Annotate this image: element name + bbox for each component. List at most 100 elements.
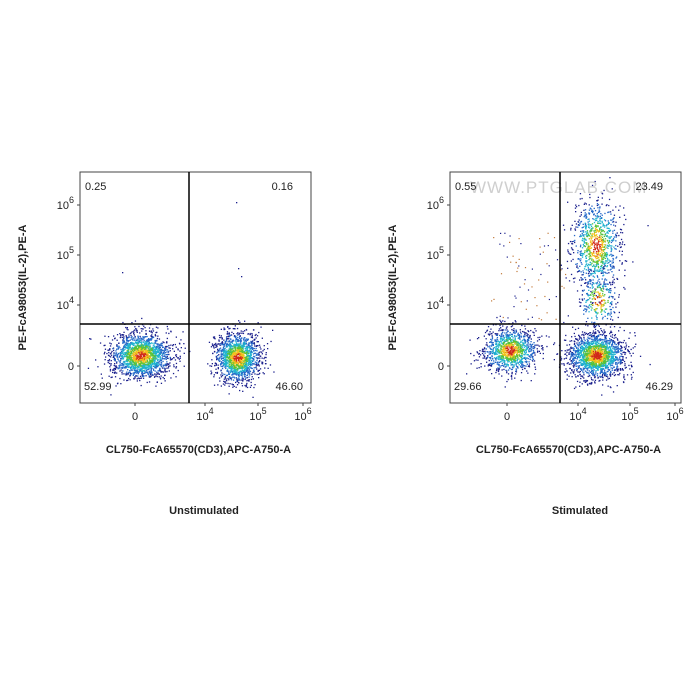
event-dot <box>142 353 144 355</box>
event-dot <box>166 341 168 343</box>
event-dot <box>145 375 147 377</box>
event-dot <box>124 346 126 348</box>
event-dot <box>125 366 127 368</box>
event-dot <box>247 333 249 335</box>
event-dot <box>134 357 137 359</box>
event-dot <box>501 329 504 332</box>
event-dot <box>514 357 516 359</box>
event-dot <box>244 363 247 365</box>
event-dot <box>245 384 248 386</box>
event-dot <box>237 372 239 374</box>
event-dot <box>228 360 230 362</box>
event-dot <box>224 366 226 368</box>
event-dot <box>169 356 171 359</box>
event-dot <box>151 371 153 373</box>
event-dot <box>253 363 255 365</box>
event-dot <box>539 352 541 354</box>
event-dot <box>143 362 145 364</box>
event-dot <box>249 362 251 364</box>
event-dot <box>533 360 536 362</box>
event-dot <box>224 358 226 360</box>
event-dot <box>136 330 138 332</box>
event-dot <box>530 349 533 351</box>
event-dot <box>172 345 174 347</box>
event-dot <box>502 338 504 340</box>
event-dot <box>228 338 230 340</box>
event-dot <box>229 361 232 364</box>
event-dot <box>165 371 167 373</box>
event-dot <box>150 370 152 372</box>
event-dot <box>136 369 138 371</box>
event-dot <box>489 341 491 343</box>
event-dot <box>236 362 238 364</box>
event-dot <box>240 374 242 376</box>
event-dot <box>499 324 501 327</box>
event-dot <box>234 348 236 350</box>
event-dot <box>160 358 162 360</box>
event-dot <box>525 352 527 354</box>
event-dot <box>498 355 501 357</box>
event-dot <box>523 331 525 333</box>
event-dot <box>155 363 158 365</box>
event-dot <box>588 383 591 385</box>
event-dot <box>143 341 145 344</box>
event-dot <box>126 328 128 330</box>
event-dot <box>492 342 494 344</box>
event-dot <box>225 364 227 367</box>
event-dot <box>131 359 133 361</box>
event-dot <box>122 342 124 344</box>
event-dot <box>498 365 500 367</box>
event-dot <box>225 366 227 368</box>
event-dot <box>527 339 530 341</box>
event-dot <box>511 347 513 349</box>
event-dot <box>506 380 508 383</box>
event-dot <box>115 366 117 368</box>
event-dot <box>497 358 499 360</box>
event-dot <box>103 353 105 355</box>
event-dot <box>227 341 229 343</box>
event-dot <box>122 352 124 354</box>
event-dot <box>262 350 264 352</box>
event-dot <box>235 355 237 357</box>
event-dot <box>230 366 232 368</box>
event-dot <box>179 350 181 352</box>
event-dot <box>237 332 239 334</box>
event-dot <box>112 348 114 350</box>
event-dot <box>229 383 231 385</box>
event-dot <box>139 352 141 354</box>
event-dot <box>526 344 528 346</box>
event-dot <box>127 347 129 349</box>
event-dot <box>519 360 521 362</box>
event-dot <box>165 332 167 334</box>
event-dot <box>510 347 512 349</box>
event-dot <box>132 344 134 346</box>
event-dot <box>235 365 237 367</box>
event-dot <box>124 346 126 349</box>
event-dot <box>112 356 114 358</box>
event-dot <box>243 358 245 361</box>
event-dot <box>496 346 498 348</box>
event-dot <box>166 361 168 363</box>
event-dot <box>225 359 227 361</box>
event-dot <box>227 326 229 328</box>
event-dot <box>505 339 507 341</box>
event-dot <box>236 359 238 362</box>
event-dot <box>132 374 134 376</box>
event-dot <box>237 368 240 370</box>
event-dot <box>166 337 168 340</box>
event-dot <box>234 340 237 342</box>
event-dot <box>143 341 145 343</box>
event-dot <box>138 350 140 352</box>
event-dot <box>151 367 153 369</box>
event-dot <box>611 367 614 370</box>
event-dot <box>525 348 527 350</box>
event-dot <box>533 351 535 353</box>
event-dot <box>515 349 517 352</box>
event-dot <box>220 358 223 360</box>
event-dot <box>251 345 253 347</box>
event-dot <box>492 347 495 349</box>
event-dot <box>237 360 240 362</box>
event-dot <box>159 378 162 380</box>
event-dot <box>228 357 230 359</box>
event-dot <box>123 346 125 348</box>
